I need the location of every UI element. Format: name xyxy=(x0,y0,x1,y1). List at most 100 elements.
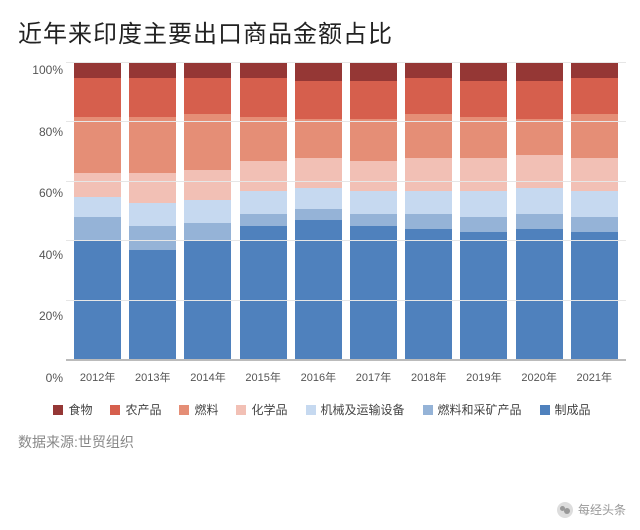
bar-segment xyxy=(240,226,287,360)
y-tick-label: 0% xyxy=(46,371,63,385)
legend-item: 食物 xyxy=(53,401,92,418)
bar-segment xyxy=(350,119,397,161)
bar-segment xyxy=(184,78,231,114)
bar-segment xyxy=(240,63,287,78)
bar-segment xyxy=(184,63,231,78)
bar-segment xyxy=(74,117,121,173)
bar-segment xyxy=(460,191,507,218)
x-tick-label: 2014年 xyxy=(184,369,231,385)
chart-area: 100%80%60%40%20%0% 2012年2013年2014年2015年2… xyxy=(18,63,626,385)
bar-segment xyxy=(295,81,342,120)
bar-segment xyxy=(240,161,287,191)
x-tick-label: 2013年 xyxy=(129,369,176,385)
bar xyxy=(240,63,287,360)
legend-label: 机械及运输设备 xyxy=(321,401,405,418)
x-tick-label: 2021年 xyxy=(571,369,618,385)
bar xyxy=(295,63,342,360)
y-tick-label: 80% xyxy=(39,125,63,139)
legend-swatch xyxy=(540,405,550,415)
gridline xyxy=(66,359,626,360)
legend-swatch xyxy=(53,405,63,415)
bar-segment xyxy=(350,161,397,191)
bar-segment xyxy=(350,214,397,226)
bar-segment xyxy=(295,188,342,209)
bar-segment xyxy=(295,63,342,81)
bar-segment xyxy=(571,158,618,191)
legend-label: 食物 xyxy=(68,401,92,418)
x-tick-label: 2012年 xyxy=(74,369,121,385)
y-axis: 100%80%60%40%20%0% xyxy=(18,63,66,385)
bar-segment xyxy=(460,63,507,81)
bar-segment xyxy=(405,114,452,159)
bar-segment xyxy=(74,78,121,117)
y-tick-label: 60% xyxy=(39,186,63,200)
source-label: 数据来源:世贸组织 xyxy=(18,432,626,452)
bar-segment xyxy=(74,197,121,218)
legend-item: 燃料 xyxy=(179,401,218,418)
x-axis-line xyxy=(66,360,626,361)
legend-item: 燃料和采矿产品 xyxy=(423,401,522,418)
legend-swatch xyxy=(236,405,246,415)
x-tick-label: 2017年 xyxy=(350,369,397,385)
bar-segment xyxy=(460,117,507,159)
x-axis: 2012年 2013年 2014年 2015年 2016年 2017年 2018年 2019年… xyxy=(66,369,626,385)
bar-segment xyxy=(571,114,618,159)
bar-segment xyxy=(184,223,231,241)
bar-segment xyxy=(129,203,176,227)
bar-segment xyxy=(571,191,618,218)
chart-title: 近年来印度主要出口商品金额占比 xyxy=(18,14,626,49)
bar xyxy=(460,63,507,360)
legend-item: 机械及运输设备 xyxy=(306,401,405,418)
footer: 每经头条 xyxy=(557,501,626,518)
x-tick-label: 2019年 xyxy=(460,369,507,385)
bar-segment xyxy=(460,232,507,360)
legend-item: 制成品 xyxy=(540,401,591,418)
bar-segment xyxy=(295,119,342,158)
bar-segment xyxy=(129,63,176,78)
bar-segment xyxy=(240,191,287,215)
bar-segment xyxy=(350,226,397,360)
bar-segment xyxy=(240,78,287,117)
bar xyxy=(405,63,452,360)
gridline xyxy=(66,62,626,63)
legend-label: 燃料和采矿产品 xyxy=(438,401,522,418)
bar-segment xyxy=(350,191,397,215)
bar-segment xyxy=(74,173,121,197)
bar-segment xyxy=(516,155,563,188)
bars-container xyxy=(66,63,626,360)
bar-segment xyxy=(571,217,618,232)
bar-segment xyxy=(129,117,176,173)
bar xyxy=(516,63,563,360)
legend-swatch xyxy=(110,405,120,415)
bar xyxy=(129,63,176,360)
bar-segment xyxy=(240,117,287,162)
bar-segment xyxy=(516,63,563,81)
legend-item: 农产品 xyxy=(110,401,161,418)
x-tick-label: 2018年 xyxy=(405,369,452,385)
bar-segment xyxy=(405,78,452,114)
bar-segment xyxy=(129,250,176,360)
y-tick-label: 100% xyxy=(32,63,63,77)
bar-segment xyxy=(405,63,452,78)
wechat-icon xyxy=(557,502,573,518)
x-tick-label: 2020年 xyxy=(516,369,563,385)
bar-segment xyxy=(405,214,452,229)
bar-segment xyxy=(571,78,618,114)
bar-segment xyxy=(571,63,618,78)
x-tick-label: 2016年 xyxy=(295,369,342,385)
plot-area xyxy=(66,63,626,360)
bar xyxy=(350,63,397,360)
bar-segment xyxy=(405,158,452,191)
bar-segment xyxy=(184,170,231,200)
legend-label: 制成品 xyxy=(555,401,591,418)
bar-segment xyxy=(405,229,452,360)
bar-segment xyxy=(129,226,176,250)
bar-segment xyxy=(516,229,563,360)
legend-label: 农产品 xyxy=(125,401,161,418)
bar-segment xyxy=(295,209,342,221)
y-tick-label: 20% xyxy=(39,309,63,323)
bar-segment xyxy=(516,119,563,155)
legend-item: 化学品 xyxy=(236,401,287,418)
legend-swatch xyxy=(423,405,433,415)
x-tick-label: 2015年 xyxy=(240,369,287,385)
